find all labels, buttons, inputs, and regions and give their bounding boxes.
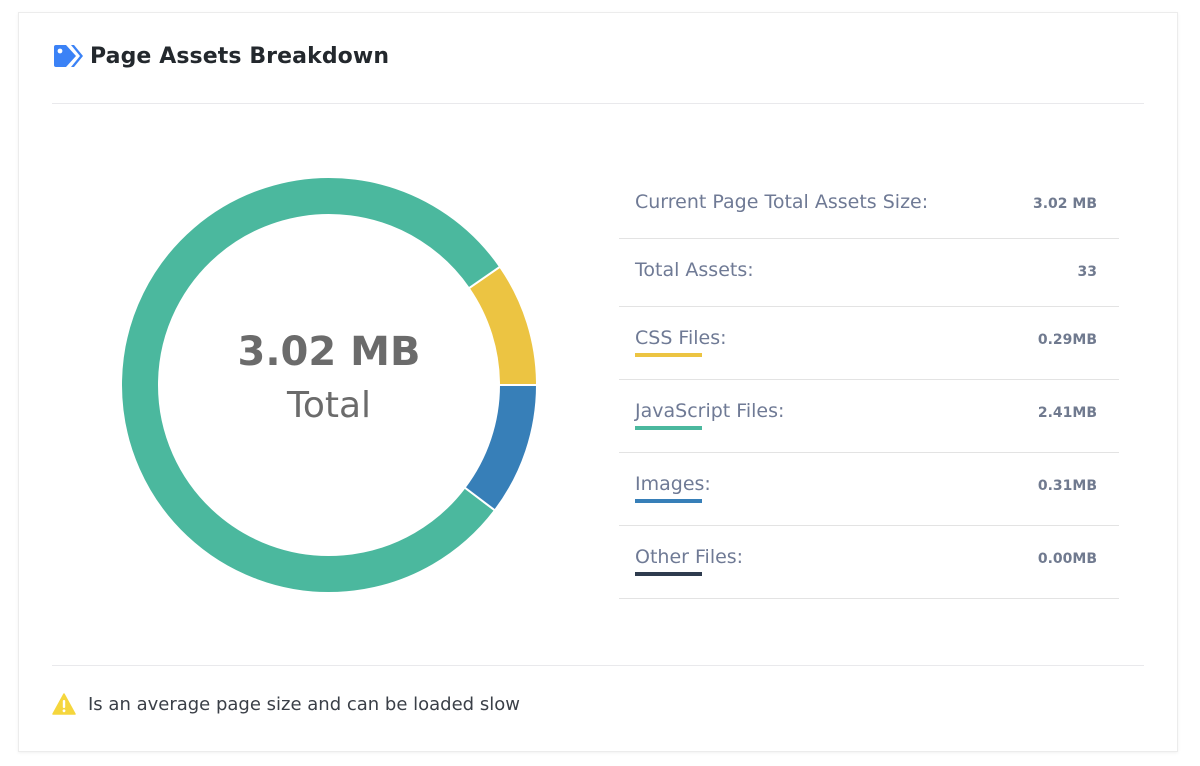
- stat-value: 0.31MB: [1037, 478, 1097, 494]
- stat-label: JavaScript Files:: [635, 400, 785, 422]
- stat-row-images: Images: 0.31MB: [619, 453, 1119, 526]
- stat-label: Total Assets:: [635, 259, 754, 281]
- stat-label: Current Page Total Assets Size:: [635, 191, 929, 213]
- stat-value: 0.29MB: [1037, 332, 1097, 348]
- notice-text: Is an average page size and can be loade…: [88, 693, 520, 715]
- stat-label: CSS Files:: [635, 327, 727, 349]
- stat-row-javascript: JavaScript Files: 2.41MB: [619, 380, 1119, 453]
- legend-swatch-css: [635, 353, 702, 357]
- donut-slice-css-files: [467, 265, 539, 386]
- stat-value: 3.02 MB: [1032, 196, 1097, 212]
- legend-swatch-other: [635, 572, 702, 576]
- stat-value: 2.41MB: [1037, 405, 1097, 421]
- tag-icon: [52, 43, 84, 69]
- donut-slice-javascript-files: [120, 176, 502, 594]
- legend-swatch-javascript: [635, 426, 702, 430]
- assets-donut-chart: 3.02 MB Total: [119, 175, 539, 595]
- divider: [52, 103, 1144, 104]
- legend-swatch-images: [635, 499, 702, 503]
- stat-row-total-size: Current Page Total Assets Size: 3.02 MB: [619, 171, 1119, 239]
- stat-row-other: Other Files: 0.00MB: [619, 526, 1119, 599]
- stat-label: Images:: [635, 473, 711, 495]
- assets-card: Page Assets Breakdown 3.02 MB Total Curr…: [18, 12, 1178, 752]
- donut-slice-images: [463, 384, 539, 512]
- warning-icon: [52, 693, 76, 715]
- stat-label: Other Files:: [635, 546, 744, 568]
- stat-row-css: CSS Files: 0.29MB: [619, 307, 1119, 380]
- page-size-notice: Is an average page size and can be loade…: [52, 693, 520, 715]
- page-title: Page Assets Breakdown: [90, 43, 390, 69]
- divider: [52, 665, 1144, 666]
- card-header: Page Assets Breakdown: [52, 39, 389, 73]
- stat-value: 33: [1077, 264, 1097, 280]
- assets-stats-list: Current Page Total Assets Size: 3.02 MB …: [619, 171, 1119, 599]
- stat-row-total-assets: Total Assets: 33: [619, 239, 1119, 307]
- stat-value: 0.00MB: [1037, 551, 1097, 567]
